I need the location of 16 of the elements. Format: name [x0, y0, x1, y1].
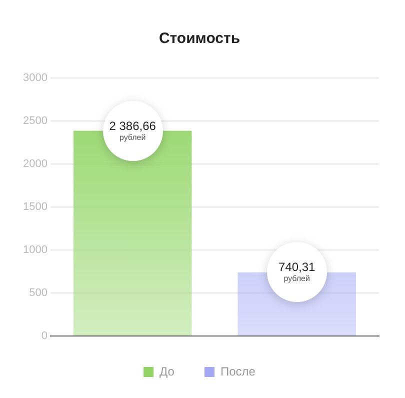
- legend-label: До: [160, 364, 175, 378]
- data-label: 2 386,66: [109, 118, 156, 133]
- y-tick-label: 1500: [22, 201, 48, 214]
- badge: 2 386,66 рублей: [102, 100, 163, 161]
- y-tick-label: 1000: [22, 244, 48, 256]
- data-label: 740,31: [278, 260, 316, 274]
- badge: 740,31 рублей: [266, 242, 327, 302]
- legend-label: После: [220, 364, 256, 378]
- annotation: рублей: [119, 132, 146, 143]
- y-tick-label: 0: [41, 330, 48, 342]
- y-tick-label: 3000: [22, 72, 48, 84]
- y-tick-label: 2500: [22, 115, 48, 128]
- annotation: рублей: [284, 274, 310, 284]
- chart-title: Стоимость: [158, 30, 240, 48]
- y-tick-label: 2000: [22, 158, 48, 170]
- y-tick-label: 500: [29, 287, 48, 300]
